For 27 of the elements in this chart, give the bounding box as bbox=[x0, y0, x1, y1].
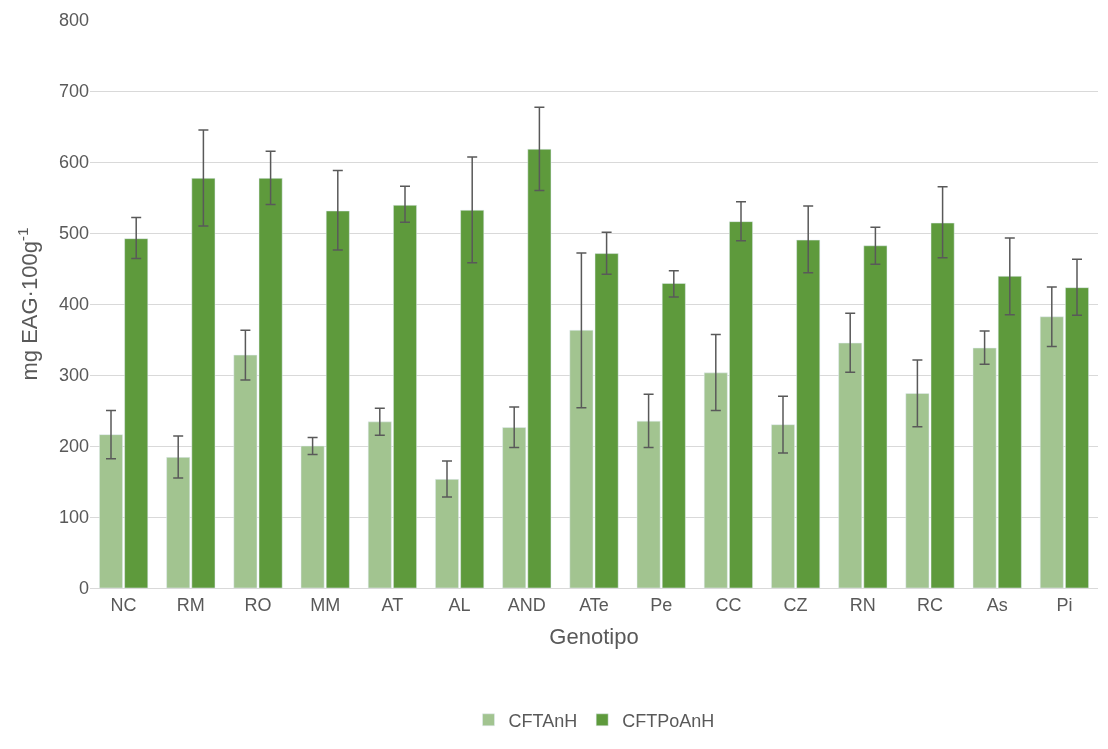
x-tick-label: CC bbox=[715, 594, 742, 615]
y-tick-label: 700 bbox=[58, 81, 89, 102]
x-tick-label: Pi bbox=[1056, 594, 1073, 615]
x-tick-label: RO bbox=[244, 594, 272, 615]
x-axis-title: Genotipo bbox=[549, 624, 639, 650]
y-tick-label: 400 bbox=[58, 294, 89, 315]
x-tick-label: RM bbox=[176, 594, 205, 615]
y-tick-label: 500 bbox=[58, 223, 89, 244]
x-tick-label: As bbox=[986, 594, 1008, 615]
y-tick-label: 0 bbox=[78, 578, 89, 599]
x-tick-label: MM bbox=[310, 594, 341, 615]
x-tick-label: AL bbox=[448, 594, 471, 615]
y-tick-label: 100 bbox=[58, 507, 89, 528]
x-tick-label: RN bbox=[849, 594, 876, 615]
x-tick-label: ATe bbox=[579, 594, 609, 615]
y-tick-label: 800 bbox=[58, 10, 89, 31]
y-tick-label: 600 bbox=[58, 152, 89, 173]
x-tick-label: AT bbox=[381, 594, 404, 615]
x-tick-label: RC bbox=[917, 594, 943, 615]
x-tick-label: Pe bbox=[650, 594, 673, 615]
y-tick-label: 200 bbox=[58, 436, 89, 457]
x-tick-label: AND bbox=[507, 594, 546, 615]
y-tick-label: 300 bbox=[58, 365, 89, 386]
legend-label: CFTPoAnH bbox=[622, 710, 715, 731]
x-tick-label: CZ bbox=[783, 594, 808, 615]
x-tick-label: NC bbox=[110, 594, 137, 615]
legend-label: CFTAnH bbox=[508, 710, 578, 731]
